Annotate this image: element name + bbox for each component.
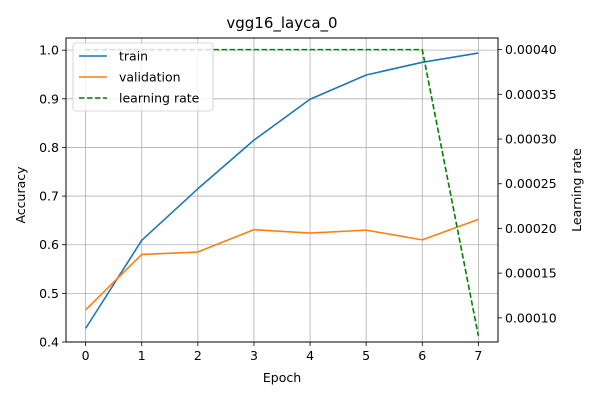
y-tick-label: 0.4 [39, 335, 59, 350]
grid-lines [66, 38, 498, 343]
plot-area-frame [65, 37, 499, 343]
legend-label: train [119, 49, 148, 64]
y2-tick-label: 0.00040 [505, 42, 557, 57]
y-tick-label: 0.6 [39, 237, 59, 252]
y-axis-ticks: 0.4 0.5 0.6 0.7 0.8 0.9 1.0 [39, 43, 66, 350]
y-tick-label: 0.9 [39, 91, 59, 106]
x-tick-label: 6 [418, 348, 426, 363]
y2-tick-label: 0.00010 [505, 310, 557, 325]
y2-tick-label: 0.00025 [505, 176, 557, 191]
y2-axis-label: Learning rate [569, 148, 584, 232]
x-tick-label: 7 [474, 348, 482, 363]
legend: train validation learning rate [72, 42, 214, 112]
x-tick-label: 1 [138, 348, 146, 363]
y2-tick-label: 0.00020 [505, 221, 557, 236]
legend-label: learning rate [119, 91, 200, 106]
x-tick-label: 5 [362, 348, 370, 363]
chart-title: vgg16_layca_0 [226, 14, 337, 33]
y-tick-label: 0.7 [39, 189, 59, 204]
x-axis-label: Epoch [263, 370, 301, 385]
y2-axis-ticks: 0.00010 0.00015 0.00020 0.00025 0.00030 0.000… [498, 42, 557, 325]
y-tick-label: 0.8 [39, 140, 59, 155]
legend-box [72, 42, 214, 112]
series-line-validation [85, 218, 479, 311]
series-line-train [84, 52, 479, 329]
x-axis-ticks: 0 1 2 3 4 5 6 7 [82, 342, 482, 363]
x-tick-label: 3 [250, 348, 258, 363]
y-axis-label: Accuracy [13, 166, 28, 224]
y2-tick-label: 0.00030 [505, 132, 557, 147]
x-tick-label: 4 [306, 348, 314, 363]
legend-label: validation [119, 70, 181, 85]
x-tick-label: 2 [194, 348, 202, 363]
y2-tick-label: 0.00015 [505, 266, 557, 281]
y-tick-label: 1.0 [39, 43, 59, 58]
x-tick-label: 0 [82, 348, 90, 363]
y2-tick-label: 0.00035 [505, 87, 557, 102]
y-tick-label: 0.5 [39, 286, 59, 301]
